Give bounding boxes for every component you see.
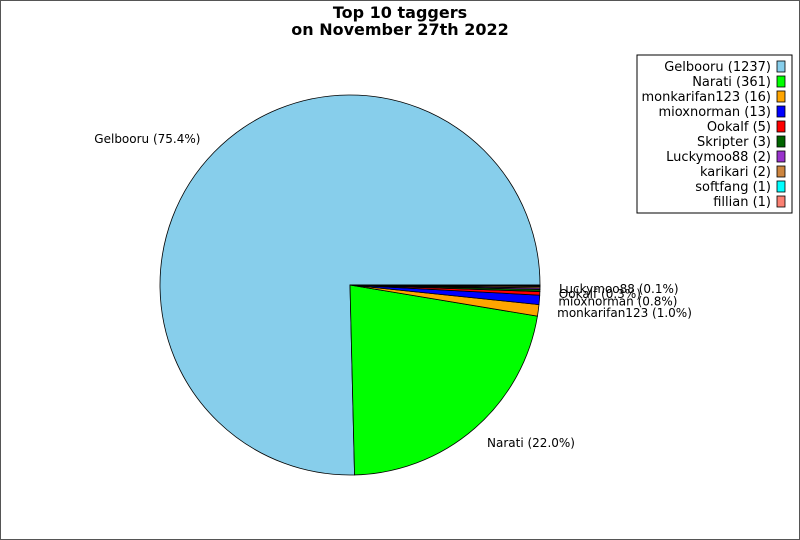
legend-swatch-fillian — [776, 195, 786, 208]
legend-label-karikari: karikari (2) — [700, 165, 771, 180]
legend-label-narati: Narati (361) — [692, 75, 771, 90]
legend-swatch-mioxnorman — [776, 105, 786, 118]
legend-label-gelbooru: Gelbooru (1237) — [664, 60, 771, 75]
slice-label-narati: Narati (22.0%) — [487, 436, 575, 450]
legend-label-mioxnorman: mioxnorman (13) — [658, 105, 771, 120]
pie-slice-narati — [349, 284, 538, 476]
legend-swatch-karikari — [776, 165, 786, 178]
chart-title-line-2: on November 27th 2022 — [291, 20, 508, 39]
legend-label-monkarifan123: monkarifan123 (16) — [642, 90, 772, 105]
pie-slice-fillian — [349, 284, 541, 287]
legend-box — [636, 54, 793, 214]
pie-slices — [159, 94, 541, 476]
slice-label-luckymoo88: Luckymoo88 (0.1%) — [559, 282, 679, 296]
legend: Gelbooru (1237)Narati (361)monkarifan123… — [636, 54, 793, 214]
legend-swatch-narati — [776, 75, 786, 88]
slice-label-ookalf: Ookalf (0.3%) — [559, 287, 641, 301]
legend-swatch-gelbooru — [776, 60, 786, 73]
legend-label-luckymoo88: Luckymoo88 (2) — [666, 150, 771, 165]
legend-swatch-monkarifan123 — [776, 90, 786, 103]
legend-swatch-luckymoo88 — [776, 150, 786, 163]
slice-label-gelbooru: Gelbooru (75.4%) — [94, 132, 200, 146]
legend-swatch-softfang — [776, 180, 786, 193]
legend-swatch-ookalf — [776, 120, 786, 133]
legend-label-softfang: softfang (1) — [695, 180, 771, 195]
slice-label-monkarifan123: monkarifan123 (1.0%) — [557, 306, 692, 320]
chart-title-line-1: Top 10 taggers — [333, 3, 467, 22]
legend-swatch-skripter — [776, 135, 786, 148]
slice-labels: Gelbooru (75.4%) Narati (22.0%) monkarifan… — [94, 132, 692, 450]
legend-label-skripter: Skripter (3) — [697, 135, 771, 150]
slice-label-mioxnorman: mioxnorman (0.8%) — [558, 294, 677, 308]
legend-label-fillian: fillian (1) — [713, 195, 771, 210]
legend-label-ookalf: Ookalf (5) — [707, 120, 771, 135]
